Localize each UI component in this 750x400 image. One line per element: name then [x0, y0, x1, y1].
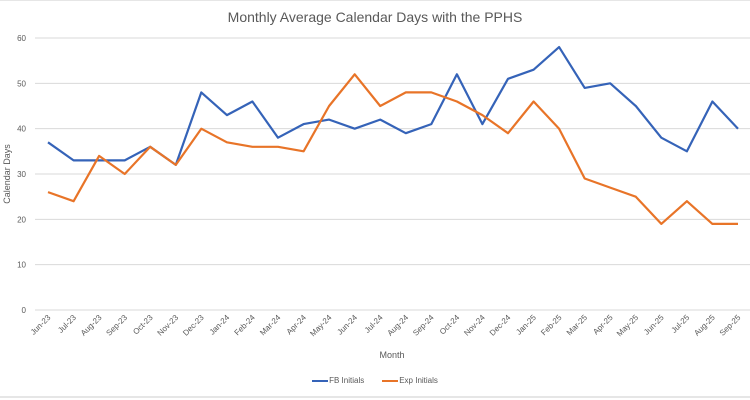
y-tick-label: 0: [22, 306, 27, 315]
x-tick-label: Dec-24: [488, 313, 513, 338]
x-tick-label: Sep-25: [718, 313, 743, 338]
x-tick-label: Sep-23: [104, 313, 129, 338]
legend-swatch-exp: [382, 379, 399, 382]
legend-item-exp-initials[interactable]: Exp Initials: [382, 376, 438, 385]
legend-label-exp: Exp Initials: [399, 376, 438, 385]
legend: FB Initials Exp Initials: [0, 376, 750, 385]
y-tick-label: 40: [17, 125, 26, 134]
x-tick-label: Mar-25: [565, 313, 590, 338]
x-tick-label: Aug-23: [79, 313, 104, 338]
x-tick-label: Sep-24: [411, 313, 436, 338]
series-lines: [47, 45, 739, 225]
legend-label-fb: FB Initials: [329, 376, 365, 385]
series-line-exp-initials: [47, 73, 738, 225]
x-tick-label: Apr-24: [285, 313, 309, 337]
y-axis-label: Calendar Days: [2, 144, 12, 204]
gridlines: [35, 37, 750, 311]
y-tick-label: 30: [17, 170, 26, 179]
y-tick-label: 50: [17, 79, 26, 88]
x-tick-label: Aug-25: [692, 313, 717, 338]
x-tick-label: Jun-24: [335, 313, 359, 337]
legend-item-fb-initials[interactable]: FB Initials: [312, 376, 364, 385]
y-tick-labels: 0 10 20 30 40 50 60: [17, 34, 26, 315]
x-tick-label: Dec-23: [181, 313, 206, 338]
y-tick-label: 60: [17, 34, 26, 43]
x-tick-label: Oct-24: [438, 313, 462, 337]
x-tick-label: May-25: [615, 313, 641, 339]
chart-title: Monthly Average Calendar Days with the P…: [227, 9, 523, 25]
x-tick-labels: Jun-23 Jul-23 Aug-23 Sep-23 Oct-23 Nov-23 Dec-…: [29, 313, 743, 339]
x-tick-label: Nov-23: [156, 313, 181, 338]
x-tick-label: Jan-25: [514, 313, 538, 337]
x-tick-label: Jul-23: [56, 313, 78, 335]
x-tick-label: May-24: [308, 313, 334, 339]
x-tick-label: Jun-25: [642, 313, 666, 337]
x-tick-label: Feb-25: [539, 313, 564, 338]
x-axis-label: Month: [379, 350, 404, 360]
y-tick-label: 10: [17, 261, 26, 270]
x-tick-label: Apr-25: [591, 313, 615, 337]
x-tick-label: Oct-23: [131, 313, 155, 337]
x-tick-label: Jan-24: [208, 313, 232, 337]
x-tick-label: Aug-24: [386, 313, 411, 338]
x-tick-label: Nov-24: [462, 313, 487, 338]
x-tick-label: Jul-24: [363, 313, 385, 335]
legend-swatch-fb: [312, 379, 329, 382]
x-tick-label: Jul-25: [670, 313, 692, 335]
x-tick-label: Jun-23: [29, 313, 53, 337]
x-tick-label: Mar-24: [258, 313, 283, 338]
y-tick-label: 20: [17, 215, 26, 224]
x-tick-label: Feb-24: [233, 313, 258, 338]
